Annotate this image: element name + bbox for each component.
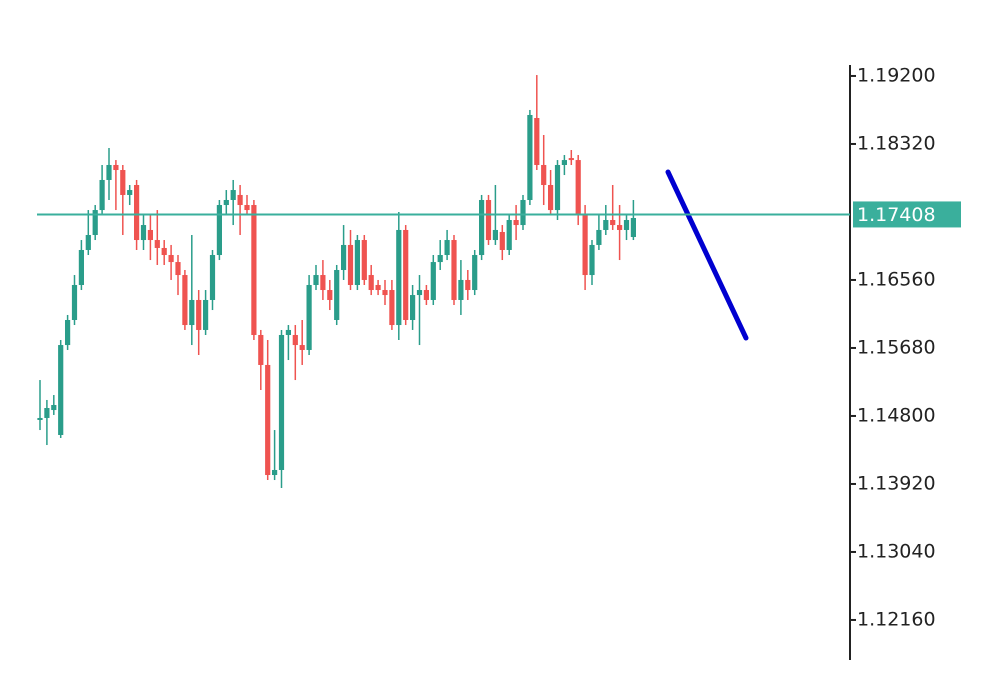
candle-body <box>99 179 105 211</box>
candle-body <box>203 299 209 330</box>
candle-body <box>313 275 319 285</box>
candle-body <box>175 262 181 276</box>
candle-body <box>272 469 278 476</box>
candle-body <box>596 229 602 245</box>
candle-body <box>285 329 291 335</box>
candle-body <box>568 158 574 161</box>
candle-body <box>472 255 478 291</box>
candle-body <box>223 199 229 206</box>
candle-body <box>127 190 133 195</box>
candle-body <box>617 225 623 230</box>
y-tick-label: 1.15680 <box>857 336 936 358</box>
candle-body <box>92 210 98 235</box>
y-tick-label: 1.14800 <box>857 404 936 426</box>
candle-body <box>506 220 512 250</box>
candle-body <box>382 290 388 296</box>
candle-body <box>479 199 485 256</box>
candle-body <box>182 275 188 326</box>
candle-body <box>244 205 250 211</box>
candle-body <box>410 295 416 320</box>
candle-body <box>230 190 236 200</box>
candle-body <box>161 247 167 256</box>
candle-body <box>403 229 409 320</box>
y-tick-label: 1.12160 <box>857 608 936 630</box>
candle-body <box>561 160 567 165</box>
candle-body <box>65 320 71 346</box>
candle-body <box>541 164 547 186</box>
candle-body <box>334 270 340 320</box>
candle-body <box>375 284 381 291</box>
candle-body <box>58 345 64 435</box>
candle-body <box>196 299 202 330</box>
candle-body <box>527 114 533 200</box>
candle-body <box>347 244 354 285</box>
candle-body <box>575 160 581 215</box>
candle-body <box>168 255 174 263</box>
candle-body <box>258 334 264 365</box>
candle-body <box>416 290 423 296</box>
y-tick-label: 1.13920 <box>857 472 936 494</box>
candle-body <box>423 290 429 300</box>
candle-body <box>113 164 119 171</box>
candle-body <box>630 218 636 238</box>
candle-body <box>492 229 498 241</box>
candle-body <box>78 249 84 285</box>
candle-body <box>361 240 367 280</box>
candle-body <box>154 240 160 248</box>
candle-body <box>513 220 519 226</box>
candle-body <box>589 244 595 276</box>
candle-body <box>71 284 78 320</box>
candle-body <box>140 225 147 241</box>
candle-body <box>437 255 443 263</box>
candle-body <box>623 220 630 230</box>
candle-body <box>396 229 402 326</box>
trend-line <box>665 169 749 341</box>
candle-body <box>520 199 526 226</box>
candle-body <box>120 170 126 195</box>
candle-body <box>85 235 91 250</box>
candle-body <box>465 279 471 291</box>
candle-body <box>251 205 257 335</box>
candle-body <box>147 229 153 241</box>
current-price-box <box>853 201 961 228</box>
candle-body <box>499 231 505 250</box>
candle-body <box>37 417 43 420</box>
candle-body <box>610 220 616 226</box>
candle-body <box>327 290 333 300</box>
candle-body <box>341 244 347 271</box>
candle-body <box>44 408 50 418</box>
candle-body <box>389 290 395 326</box>
candle-body <box>216 205 222 256</box>
candle-body <box>451 240 457 300</box>
y-tick-label: 1.18320 <box>857 132 936 154</box>
candle-body <box>548 185 554 211</box>
candle-body <box>582 214 588 276</box>
candle-body <box>278 334 285 470</box>
candle-body <box>265 364 271 476</box>
candle-body <box>299 345 305 350</box>
candle-body <box>320 275 326 291</box>
y-tick-label: 1.19200 <box>857 64 936 86</box>
candle-body <box>106 164 112 180</box>
candle-body <box>354 240 360 285</box>
candle-body <box>554 164 561 211</box>
candle-body <box>485 199 492 241</box>
y-tick-label: 1.16560 <box>857 268 936 290</box>
candle-body <box>368 275 374 291</box>
candle-body <box>237 194 243 206</box>
candle-body <box>292 334 298 346</box>
candle-body <box>458 279 464 300</box>
candle-body <box>51 405 57 411</box>
y-tick-label: 1.13040 <box>857 540 936 562</box>
candle-body <box>534 118 540 165</box>
candle-body <box>603 220 609 230</box>
candle-body <box>444 240 450 256</box>
candle-body <box>189 299 195 326</box>
candle-body <box>430 262 436 300</box>
candle-body <box>134 185 140 241</box>
current-price-label: 1.17408 <box>857 204 936 226</box>
candle-body <box>209 255 216 300</box>
candle-body <box>306 284 312 350</box>
